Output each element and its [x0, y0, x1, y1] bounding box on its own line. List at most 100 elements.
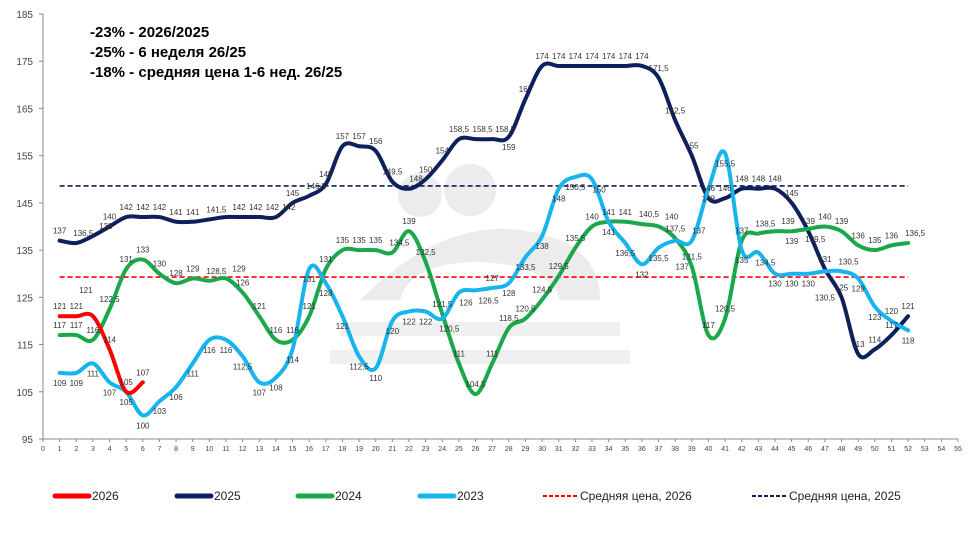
data-label-2023: 126 [459, 299, 473, 308]
x-tick-label: 52 [904, 446, 912, 453]
data-label-2026: 121 [79, 286, 93, 295]
data-label-2024: 131 [319, 255, 333, 264]
data-label-2024: 131,5 [682, 253, 703, 262]
y-tick-label: 155 [16, 152, 33, 163]
x-tick-label: 19 [355, 446, 363, 453]
data-label-2025: 142 [232, 203, 246, 212]
data-label-2023: 150,5 [565, 183, 586, 192]
data-label-2023: 132 [635, 270, 649, 279]
data-label-2023: 120,5 [439, 325, 460, 334]
x-tick-label: 5 [124, 446, 128, 453]
data-label-2023: 120 [885, 307, 899, 316]
x-tick-label: 54 [937, 446, 945, 453]
series-line-2024 [57, 219, 911, 397]
data-label-2024: 117 [53, 321, 66, 330]
y-tick-label: 145 [16, 199, 33, 210]
data-label-2023: 105 [120, 398, 134, 407]
data-label-2025: 174 [635, 52, 649, 61]
watermark-logo-shape [360, 228, 600, 300]
data-label-2025: 171,5 [649, 64, 670, 73]
data-label-2025: 136,5 [73, 229, 94, 238]
data-label-2025: 114 [868, 335, 881, 344]
x-tick-label: 31 [555, 446, 563, 453]
data-label-2025: 174 [552, 52, 566, 61]
data-label-2023: 129 [852, 284, 866, 293]
x-tick-label: 41 [721, 446, 729, 453]
data-label-2023: 128 [502, 289, 516, 298]
data-label-2023: 116 [203, 346, 216, 355]
data-label-2025: 174 [585, 52, 599, 61]
data-label-2024: 128,5 [206, 267, 227, 276]
x-tick-label: 53 [921, 446, 929, 453]
data-label-2025: 142 [120, 203, 134, 212]
data-label-2025: 141,5 [206, 205, 227, 214]
data-label-2024: 131 [120, 255, 134, 264]
data-label-2025: 142 [282, 203, 296, 212]
x-tick-label: 34 [605, 446, 613, 453]
data-label-2023: 150 [592, 185, 606, 194]
x-tick-label: 29 [522, 446, 530, 453]
data-label-2024: 136 [852, 231, 866, 240]
legend-label: Средняя цена, 2026 [580, 489, 692, 503]
data-label-2025: 125 [835, 283, 849, 292]
data-label-2023: 109 [53, 379, 67, 388]
data-label-2023: 130,5 [839, 257, 860, 266]
y-tick-label: 185 [16, 10, 33, 21]
data-label-2026: 121 [70, 302, 84, 311]
legend-label: Средняя цена, 2025 [789, 489, 901, 503]
series-lines [57, 61, 911, 418]
data-label-2024: 139 [785, 237, 799, 246]
data-label-2025: 146,5 [306, 182, 327, 191]
data-label-2023: 128 [319, 289, 333, 298]
data-label-2024: 136,5 [905, 229, 926, 238]
data-label-2023: 116 [220, 346, 233, 355]
x-tick-label: 3 [91, 446, 95, 453]
data-label-2024: 111 [486, 349, 499, 358]
data-label-2023: 127 [486, 274, 500, 283]
data-label-2024: 139 [835, 217, 849, 226]
data-label-2024: 128 [169, 269, 183, 278]
x-tick-label: 2 [74, 446, 78, 453]
data-label-2023: 103 [153, 407, 167, 416]
watermark-logo-shape [398, 173, 442, 217]
annotation-text: -18% - средняя цена 1-6 нед. 26/25 [90, 64, 342, 81]
data-label-2024: 116 [270, 326, 283, 335]
data-label-2024: 120,5 [515, 305, 536, 314]
legend: 2026 2025 2024 2023 Средняя цена, 2026 Средня… [52, 489, 901, 503]
data-label-2023: 148 [552, 195, 566, 204]
annotations: -23% - 2026/2025 -25% - 6 неделя 26/25 -18… [90, 24, 342, 81]
data-label-2025: 155 [685, 142, 699, 151]
data-label-2025: 148 [768, 175, 782, 184]
data-label-2025: 148 [752, 175, 766, 184]
x-tick-label: 42 [738, 446, 746, 453]
data-label-2024: 122,5 [100, 295, 121, 304]
x-tick-label: 0 [41, 446, 45, 453]
data-label-2023: 130,5 [815, 293, 836, 302]
data-label-2024: 126 [236, 279, 250, 288]
data-label-2023: 135,5 [649, 254, 670, 263]
data-label-2023: 126,5 [479, 296, 500, 305]
data-label-2024: 116 [87, 326, 100, 335]
x-tick-label: 46 [804, 446, 812, 453]
data-label-2024: 139 [402, 217, 416, 226]
data-label-2025: 142 [249, 203, 263, 212]
x-tick-label: 13 [255, 446, 263, 453]
data-label-2024: 121,5 [432, 300, 453, 309]
data-label-2024: 116 [286, 326, 299, 335]
data-label-2025: 146 [702, 184, 716, 193]
data-label-2026: 105 [120, 378, 134, 387]
data-label-2025: 174 [535, 52, 549, 61]
y-tick-label: 125 [16, 293, 33, 304]
x-tick-label: 35 [621, 446, 629, 453]
annotation-text: -25% - 6 неделя 26/25 [90, 44, 246, 61]
x-tick-label: 33 [588, 446, 596, 453]
x-tick-label: 25 [455, 446, 463, 453]
data-label-2023: 123 [868, 313, 882, 322]
data-label-2023: 133,5 [515, 263, 536, 272]
data-label-2025: 146 [718, 184, 732, 193]
data-label-2023: 130 [802, 280, 816, 289]
x-tick-label: 22 [405, 446, 413, 453]
data-label-2024: 134,5 [389, 238, 410, 247]
x-tick-label: 36 [638, 446, 646, 453]
